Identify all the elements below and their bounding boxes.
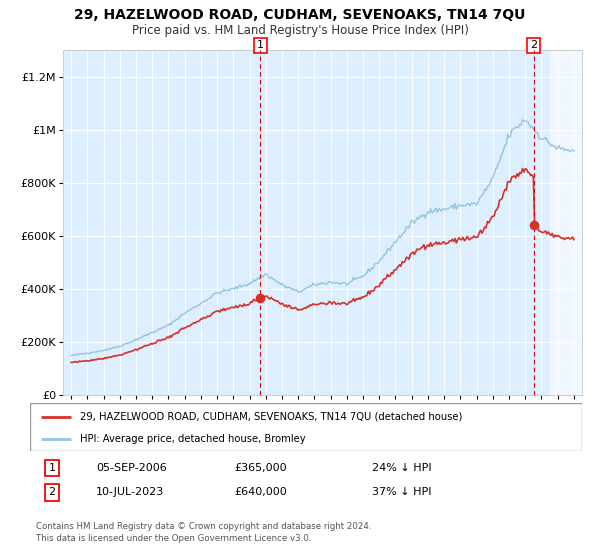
- Text: Price paid vs. HM Land Registry's House Price Index (HPI): Price paid vs. HM Land Registry's House …: [131, 24, 469, 37]
- Text: 10-JUL-2023: 10-JUL-2023: [96, 487, 164, 497]
- Text: HPI: Average price, detached house, Bromley: HPI: Average price, detached house, Brom…: [80, 434, 305, 444]
- Text: 2: 2: [530, 40, 538, 50]
- Text: 05-SEP-2006: 05-SEP-2006: [96, 463, 167, 473]
- Bar: [550, 50, 582, 395]
- Text: 37% ↓ HPI: 37% ↓ HPI: [372, 487, 432, 497]
- Text: 24% ↓ HPI: 24% ↓ HPI: [372, 463, 432, 473]
- Text: Contains HM Land Registry data © Crown copyright and database right 2024.
This d: Contains HM Land Registry data © Crown c…: [35, 522, 371, 543]
- Text: 1: 1: [49, 463, 56, 473]
- Text: 1: 1: [257, 40, 264, 50]
- Text: £640,000: £640,000: [234, 487, 287, 497]
- Text: 29, HAZELWOOD ROAD, CUDHAM, SEVENOAKS, TN14 7QU (detached house): 29, HAZELWOOD ROAD, CUDHAM, SEVENOAKS, T…: [80, 412, 462, 422]
- Text: £365,000: £365,000: [234, 463, 287, 473]
- Point: [256, 293, 265, 302]
- Point: [529, 221, 539, 230]
- Text: 2: 2: [49, 487, 56, 497]
- Text: 29, HAZELWOOD ROAD, CUDHAM, SEVENOAKS, TN14 7QU: 29, HAZELWOOD ROAD, CUDHAM, SEVENOAKS, T…: [74, 8, 526, 22]
